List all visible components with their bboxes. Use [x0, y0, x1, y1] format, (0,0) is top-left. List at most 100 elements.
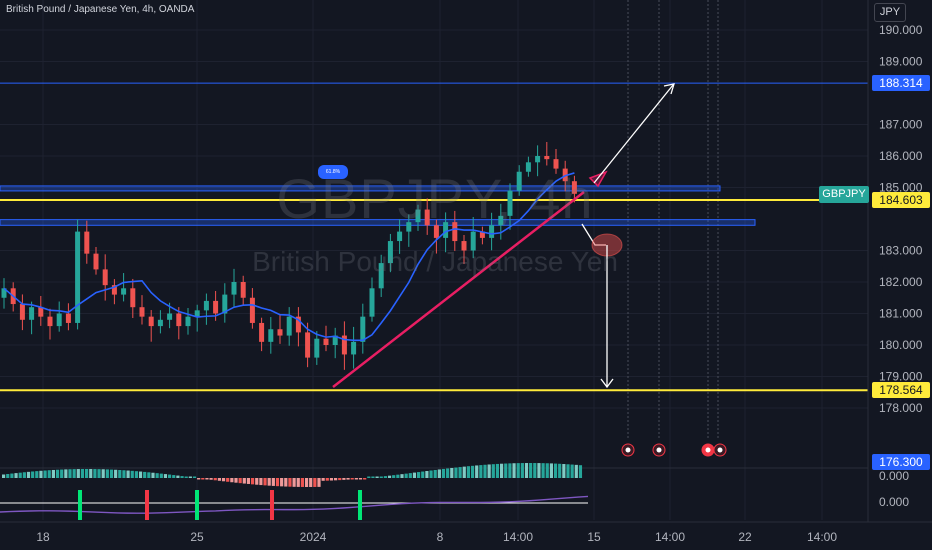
- histogram-bar: [172, 475, 176, 478]
- histogram-bar: [574, 464, 578, 478]
- histogram-bar: [234, 478, 238, 483]
- histogram-bar: [68, 469, 72, 478]
- trendline: [332, 191, 585, 388]
- price-tag: 178.564: [872, 382, 930, 399]
- histogram-bar: [284, 478, 288, 487]
- histogram-bar: [329, 478, 334, 481]
- histogram-bar: [280, 478, 284, 487]
- histogram-bar: [238, 478, 242, 484]
- candle: [433, 225, 439, 238]
- candle: [553, 159, 559, 169]
- time-tick-label: 14:00: [503, 530, 533, 544]
- candle: [222, 294, 228, 314]
- candle: [203, 300, 209, 311]
- histogram-bar: [562, 464, 566, 478]
- histogram-bar: [242, 478, 246, 484]
- histogram-bar: [375, 476, 379, 478]
- histogram-bar: [454, 467, 458, 478]
- histogram-bar: [64, 469, 68, 478]
- histogram-bar: [176, 475, 180, 478]
- histogram-bar: [275, 478, 280, 487]
- histogram-bar: [508, 463, 512, 478]
- histogram-bar: [51, 469, 55, 478]
- histogram-bar: [334, 478, 338, 481]
- candle: [516, 171, 522, 191]
- histogram-bar: [197, 478, 201, 480]
- price-tick-label: 190.000: [879, 23, 923, 37]
- histogram-bar: [288, 478, 292, 487]
- chart-title: British Pound / Japanese Yen, 4h, OANDA: [6, 4, 195, 15]
- candle: [268, 329, 274, 342]
- candle: [360, 316, 366, 342]
- histogram-bar: [425, 471, 429, 478]
- histogram-bar: [184, 476, 188, 478]
- price-tick-label: 182.000: [879, 275, 923, 289]
- candle: [139, 307, 145, 317]
- candle: [130, 288, 136, 308]
- candle: [378, 263, 384, 289]
- candle: [305, 332, 311, 358]
- histogram-bar: [421, 471, 425, 478]
- signal-bar: [358, 490, 362, 520]
- bearish-path: [581, 223, 606, 246]
- histogram-bar: [317, 478, 321, 487]
- histogram-bar: [126, 470, 130, 478]
- histogram-bar: [267, 478, 271, 486]
- price-tick-label: 189.000: [879, 55, 923, 69]
- histogram-bar: [533, 463, 537, 478]
- histogram-bar: [483, 464, 487, 478]
- histogram-bar: [500, 463, 504, 478]
- price-tick-label: 187.000: [879, 118, 923, 132]
- histogram-bar: [354, 478, 358, 480]
- histogram-bar: [213, 478, 217, 481]
- moving-average-line: [3, 172, 575, 342]
- histogram-bar: [520, 463, 524, 478]
- histogram-bar: [412, 472, 417, 478]
- histogram-bar: [114, 469, 118, 478]
- histogram-bar: [93, 469, 97, 478]
- histogram-bar: [578, 465, 583, 478]
- histogram-bar: [255, 478, 259, 485]
- histogram-bar: [325, 478, 329, 481]
- candle: [249, 297, 255, 323]
- histogram-bar: [76, 469, 80, 478]
- fib-badge[interactable]: 61.8%: [318, 165, 348, 179]
- signal-bar: [270, 490, 274, 520]
- histogram-bar: [72, 469, 76, 478]
- histogram-bar: [400, 474, 404, 478]
- histogram-bar: [363, 478, 367, 480]
- candle: [286, 316, 292, 336]
- supply-zone: [0, 219, 756, 226]
- candle: [351, 341, 357, 355]
- candle: [452, 222, 458, 242]
- histogram-bar: [396, 474, 400, 478]
- candle: [102, 269, 108, 286]
- candle: [84, 231, 90, 254]
- candle: [111, 285, 117, 295]
- histogram-bar: [89, 469, 93, 478]
- currency-selector[interactable]: JPY: [874, 3, 906, 22]
- time-tick-label: 18: [36, 530, 50, 544]
- histogram-bar: [304, 478, 309, 487]
- histogram-bar: [545, 463, 549, 478]
- histogram-bar: [80, 469, 85, 478]
- histogram-bar: [60, 469, 64, 478]
- candle: [535, 156, 541, 163]
- candle: [406, 222, 412, 232]
- signal-bar: [145, 490, 149, 520]
- histogram-bar: [470, 465, 475, 478]
- candle: [314, 338, 320, 358]
- price-tag: 184.603: [872, 192, 930, 208]
- histogram-bar: [226, 478, 230, 482]
- histogram-bar: [371, 476, 375, 478]
- histogram-bar: [491, 464, 495, 478]
- histogram-bar: [105, 469, 109, 478]
- histogram-bar: [209, 478, 213, 480]
- histogram-bar: [47, 470, 51, 478]
- histogram-bar: [85, 469, 89, 478]
- histogram-bar: [350, 478, 354, 480]
- signal-bar: [78, 490, 82, 520]
- histogram-bar: [566, 464, 570, 478]
- histogram-bar: [524, 463, 529, 478]
